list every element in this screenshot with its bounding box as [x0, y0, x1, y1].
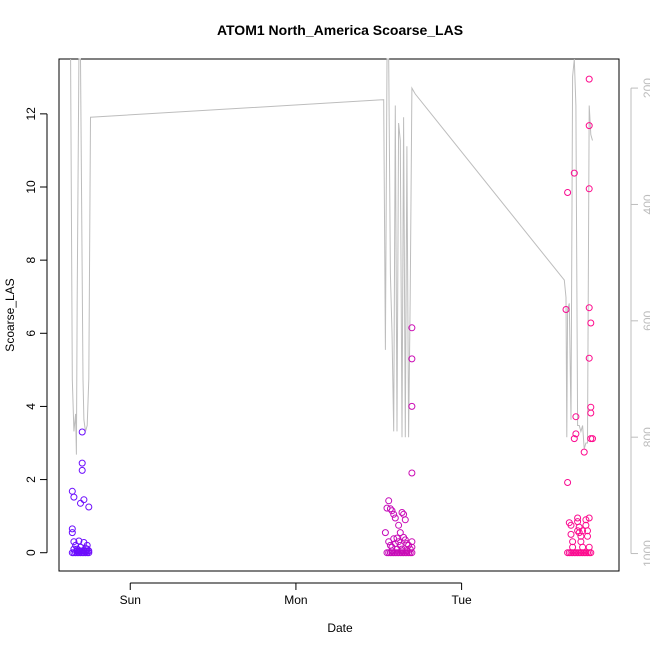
data-point	[68, 525, 76, 533]
data-point	[398, 509, 406, 516]
data-point	[80, 496, 88, 504]
plot-area-border	[58, 58, 620, 572]
data-point	[396, 529, 404, 537]
data-point	[77, 499, 84, 507]
data-point	[78, 428, 86, 436]
data-point	[408, 469, 416, 477]
data-point	[393, 534, 401, 542]
data-point	[403, 547, 411, 555]
data-point	[567, 521, 575, 529]
data-point	[574, 527, 582, 535]
data-point	[78, 466, 86, 474]
x-axis-label: Date	[327, 621, 353, 635]
data-point	[564, 189, 572, 196]
data-point	[401, 536, 409, 544]
data-point	[564, 479, 572, 486]
data-point	[572, 413, 580, 421]
chart-title: ATOM1 North_America Scoarse_LAS	[217, 22, 463, 38]
x-tick-label: Tue	[451, 593, 472, 607]
y-axis-label: Scoarse_LAS	[3, 278, 17, 351]
data-point	[562, 306, 570, 313]
x-tick-label: Sun	[120, 593, 141, 607]
data-points-layer	[68, 75, 596, 557]
x-tick-label: Mon	[284, 593, 307, 607]
data-point	[72, 549, 80, 557]
pressure-line	[70, 58, 593, 455]
data-point	[391, 514, 399, 522]
y-tick-label: 4	[24, 403, 38, 410]
data-point	[585, 514, 593, 522]
y2-tick-label: 600	[641, 310, 650, 330]
data-point	[584, 532, 591, 540]
data-point	[75, 537, 83, 545]
data-point	[68, 487, 76, 495]
data-point	[585, 122, 593, 130]
data-point	[395, 538, 403, 546]
data-point	[585, 75, 593, 83]
data-point	[401, 516, 409, 524]
data-point	[75, 547, 83, 555]
y2-tick-label: 1000	[641, 540, 650, 567]
data-point	[579, 527, 587, 535]
data-point	[567, 530, 575, 538]
data-point	[408, 355, 416, 363]
y-tick-label: 10	[24, 180, 38, 194]
data-point	[572, 430, 580, 438]
y-tick-label: 0	[24, 549, 38, 556]
y2-tick-label: 200	[641, 78, 650, 98]
y-tick-label: 12	[24, 107, 38, 121]
data-point	[85, 503, 93, 511]
data-point	[80, 547, 88, 555]
data-point	[68, 529, 76, 537]
data-point	[70, 493, 78, 501]
data-point	[398, 547, 406, 555]
pressure-line-layer	[70, 58, 593, 455]
y-tick-label: 8	[24, 256, 38, 263]
y-tick-label: 6	[24, 330, 38, 337]
data-point	[580, 448, 588, 456]
y-tick-label: 2	[24, 476, 38, 483]
data-point	[385, 497, 393, 505]
data-point	[388, 507, 396, 515]
data-point	[78, 459, 86, 467]
axes-layer: 0 2 4 6 8 10 12 Sun Mon Tue 200 400 600 800 1000	[24, 78, 650, 607]
data-point	[587, 403, 595, 411]
data-point	[585, 304, 593, 312]
data-point	[408, 324, 416, 332]
y2-tick-label: 400	[641, 194, 650, 214]
data-point	[381, 529, 389, 537]
data-point	[570, 169, 578, 177]
y2-tick-label: 800	[641, 427, 650, 447]
data-point	[585, 185, 593, 193]
data-point	[386, 505, 394, 513]
data-point	[585, 354, 593, 362]
data-point	[73, 545, 81, 553]
data-point	[390, 510, 398, 518]
data-point	[587, 549, 595, 557]
data-point	[408, 402, 416, 410]
data-point	[570, 435, 578, 443]
data-point	[70, 538, 78, 546]
data-point	[575, 529, 583, 537]
data-point	[589, 435, 596, 443]
data-point	[83, 547, 91, 555]
data-point	[68, 549, 76, 557]
data-point	[574, 514, 582, 522]
data-point	[85, 549, 93, 557]
data-point	[587, 319, 595, 327]
data-point	[395, 521, 403, 529]
data-point	[385, 538, 393, 546]
data-point	[587, 409, 595, 417]
